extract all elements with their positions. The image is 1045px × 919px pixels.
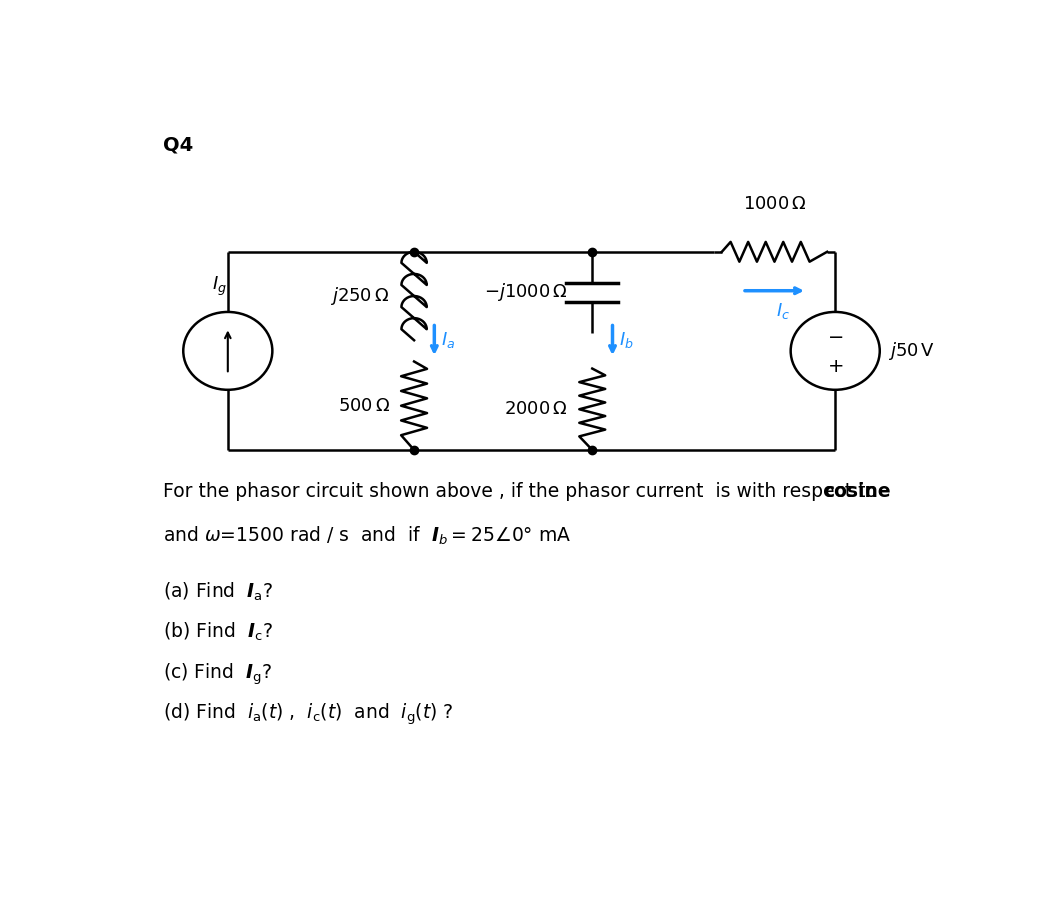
Text: $-j1000\,\Omega$: $-j1000\,\Omega$ [484, 281, 568, 303]
Text: $2000\,\Omega$: $2000\,\Omega$ [505, 401, 568, 418]
Text: $-$: $-$ [827, 326, 843, 345]
Text: (d) Find  $i_{\mathrm{a}}(t)$ ,  $i_{\mathrm{c}}(t)$  and  $i_{\mathrm{g}}(t)$ ?: (d) Find $i_{\mathrm{a}}(t)$ , $i_{\math… [163, 702, 454, 727]
Text: (c) Find  $\boldsymbol{I}_{\mathrm{g}}$?: (c) Find $\boldsymbol{I}_{\mathrm{g}}$? [163, 662, 273, 687]
Text: and $\omega$=1500 rad / s  and  if  $\boldsymbol{I}_b = 25\angle 0°\ \mathrm{mA}: and $\omega$=1500 rad / s and if $\bolds… [163, 524, 572, 547]
Text: $I_b$: $I_b$ [619, 330, 633, 350]
Text: $I_c$: $I_c$ [775, 301, 790, 322]
Text: $500\,\Omega$: $500\,\Omega$ [338, 397, 390, 414]
Text: $+$: $+$ [827, 357, 843, 376]
Text: $j50\,\mathrm{V}$: $j50\,\mathrm{V}$ [888, 340, 935, 362]
Text: $j250\,\Omega$: $j250\,\Omega$ [330, 285, 390, 307]
Text: Q4: Q4 [163, 135, 193, 154]
Text: $I_a$: $I_a$ [441, 330, 455, 350]
Text: (a) Find  $\boldsymbol{I}_{\mathrm{a}}$?: (a) Find $\boldsymbol{I}_{\mathrm{a}}$? [163, 581, 274, 603]
Text: $I_g$: $I_g$ [212, 275, 227, 298]
Text: cosine: cosine [823, 482, 890, 501]
Text: $1000\,\Omega$: $1000\,\Omega$ [743, 195, 807, 213]
Text: (b) Find  $\boldsymbol{I}_{\mathrm{c}}$?: (b) Find $\boldsymbol{I}_{\mathrm{c}}$? [163, 621, 273, 643]
Text: For the phasor circuit shown above , if the phasor current  is with respect to: For the phasor circuit shown above , if … [163, 482, 883, 501]
